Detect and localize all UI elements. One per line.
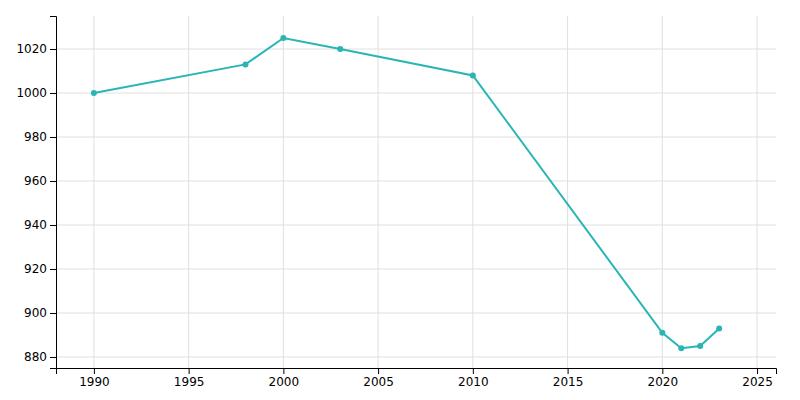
x-grid-line (93, 16, 94, 368)
y-grid-line (56, 269, 776, 270)
grid (56, 16, 776, 368)
x-tick: 2000 (269, 368, 300, 389)
x-axis: 1990 1995 2000 2005 2010 2015 2020 2025 (57, 368, 777, 389)
x-tick-mark (473, 368, 474, 374)
point (697, 343, 703, 349)
x-tick-mark (283, 368, 284, 374)
x-tick: 2015 (553, 368, 584, 389)
marks (91, 35, 722, 351)
y-tick: 960 (24, 174, 56, 188)
y-tick-mark (50, 313, 56, 314)
y-grid-line (56, 181, 776, 182)
y-tick: 940 (24, 218, 56, 232)
x-grid-line (662, 16, 663, 368)
x-tick-mark (94, 368, 95, 374)
x-grid-line (188, 16, 189, 368)
point (242, 61, 248, 67)
y-tick-label: 1020 (16, 42, 47, 56)
point (470, 72, 476, 78)
y-grid-line (56, 49, 776, 50)
y-tick-label: 960 (24, 174, 47, 188)
y-tick-label: 900 (24, 306, 47, 320)
point (91, 90, 97, 96)
y-tick: 1000 (16, 86, 56, 100)
y-grid-line (56, 357, 776, 358)
line (94, 38, 719, 348)
y-grid-line (56, 313, 776, 314)
y-tick-mark (50, 269, 56, 270)
x-grid-line (472, 16, 473, 368)
y-tick-mark (50, 181, 56, 182)
point (337, 46, 343, 52)
y-tick-mark (50, 137, 56, 138)
point (678, 345, 684, 351)
x-tick-label: 2010 (458, 375, 489, 389)
x-tick: 1995 (174, 368, 205, 389)
x-tick-mark (568, 368, 569, 374)
y-tick: 1020 (16, 42, 56, 56)
x-tick-label: 2005 (363, 375, 394, 389)
y-tick-label: 940 (24, 218, 47, 232)
y-tick: 920 (24, 262, 56, 276)
x-tick-label: 2000 (269, 375, 300, 389)
y-grid-line (56, 225, 776, 226)
x-grid-line (283, 16, 284, 368)
x-tick: 2010 (458, 368, 489, 389)
y-tick-mark (50, 93, 56, 94)
y-tick-mark (50, 49, 56, 50)
y-tick-label: 980 (24, 130, 47, 144)
y-tick-label: 920 (24, 262, 47, 276)
y-tick-mark (50, 357, 56, 358)
point (659, 330, 665, 336)
y-tick-label: 880 (24, 350, 47, 364)
x-tick: 2025 (742, 368, 773, 389)
y-tick: 880 (24, 350, 56, 364)
y-tick-label: 1000 (16, 86, 47, 100)
y-grid-line (56, 137, 776, 138)
x-tick: 2005 (363, 368, 394, 389)
x-tick: 1990 (79, 368, 110, 389)
x-grid-line (757, 16, 758, 368)
x-axis-line (57, 369, 777, 375)
y-axis-line (50, 17, 57, 369)
y-axis: 880 900 920 940 960 980 1000 1020 (16, 17, 56, 369)
chart-svg: 1990 1995 2000 2005 2010 2015 2020 2025 880 900 92… (0, 0, 800, 400)
x-grid-line (567, 16, 568, 368)
y-tick-mark (50, 225, 56, 226)
x-tick-label: 2015 (553, 375, 584, 389)
x-tick-mark (757, 368, 758, 374)
point (716, 325, 722, 331)
y-grid-line (56, 93, 776, 94)
plot-area: 1990 1995 2000 2005 2010 2015 2020 2025 880 900 92… (16, 16, 776, 389)
y-tick: 980 (24, 130, 56, 144)
x-tick: 2020 (648, 368, 679, 389)
x-tick-label: 1995 (174, 375, 205, 389)
x-tick-mark (189, 368, 190, 374)
x-tick-mark (662, 368, 663, 374)
point (280, 35, 286, 41)
x-tick-label: 2025 (742, 375, 773, 389)
x-tick-mark (378, 368, 379, 374)
x-grid-line (378, 16, 379, 368)
x-tick-label: 1990 (79, 375, 110, 389)
x-tick-label: 2020 (648, 375, 679, 389)
y-tick: 900 (24, 306, 56, 320)
chart-container: 1990 1995 2000 2005 2010 2015 2020 2025 880 900 92… (0, 0, 800, 400)
